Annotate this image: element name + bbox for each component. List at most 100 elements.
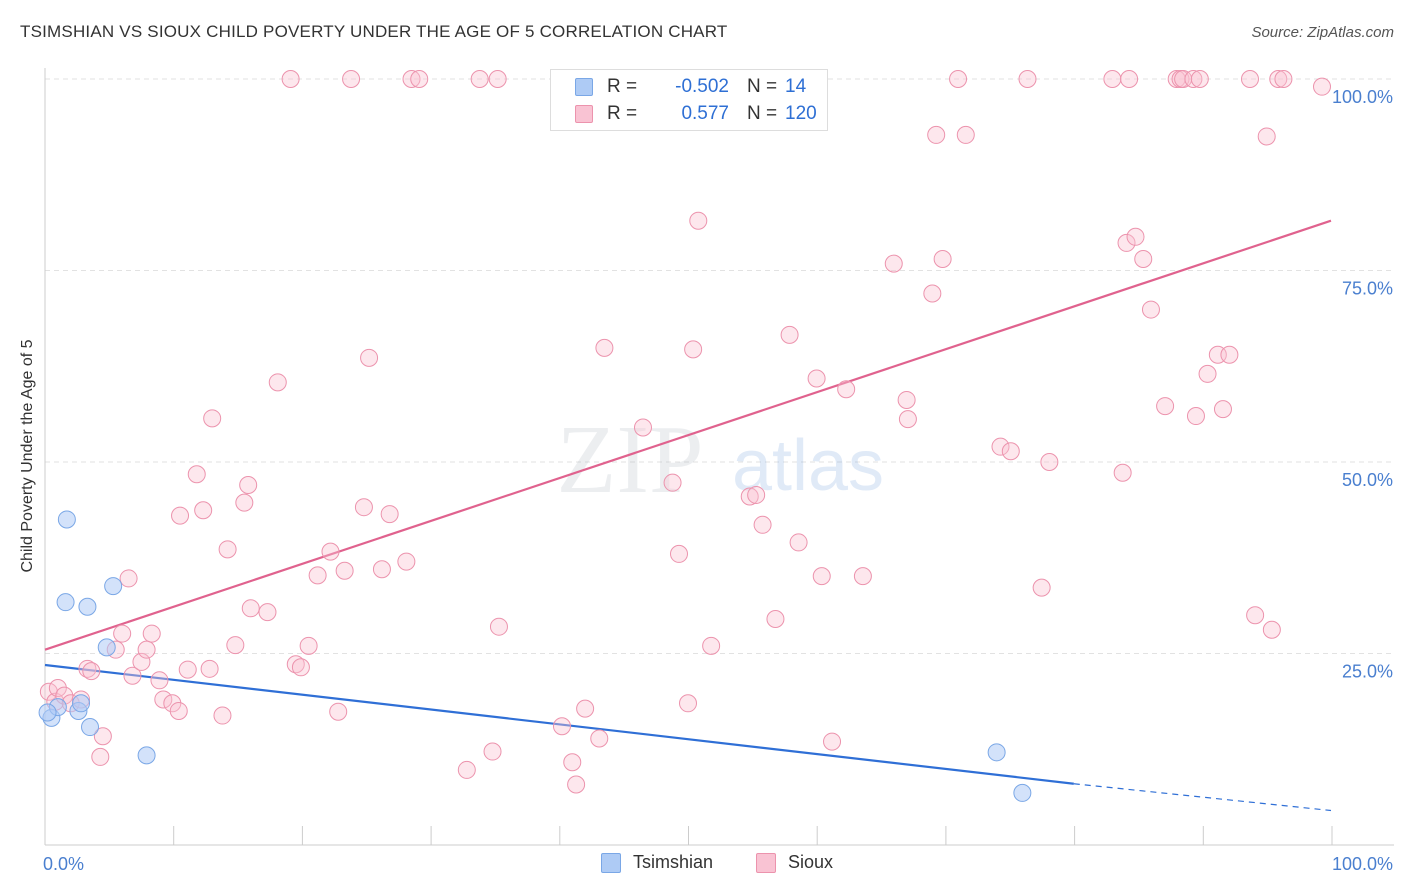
sioux-point (679, 694, 697, 713)
sioux-point (1274, 70, 1293, 88)
sioux-point (702, 636, 721, 655)
sioux-point (780, 325, 799, 344)
sioux-point (380, 505, 399, 524)
sioux-point (933, 250, 952, 269)
sioux-point (669, 544, 688, 563)
data-points (38, 70, 1331, 802)
sioux-point (1246, 606, 1265, 625)
gridlines (45, 78, 1394, 654)
sioux-point (488, 70, 507, 88)
legend-row-tsimshian: R = -0.502 N = 14 (575, 75, 806, 99)
sioux-point (1186, 407, 1205, 426)
sioux-point (194, 501, 213, 520)
y-tick-label: 50.0% (1342, 470, 1393, 490)
sioux-point (823, 732, 842, 751)
sioux-point (239, 475, 258, 494)
bottom-legend-label: Sioux (788, 852, 834, 872)
sioux-point (235, 493, 254, 512)
sioux-point (39, 682, 58, 701)
sioux-point (1240, 70, 1259, 88)
sioux-point (258, 603, 277, 622)
sioux-point (884, 254, 903, 273)
x-tick-label: 0.0% (43, 854, 84, 874)
sioux-point (576, 699, 595, 718)
tsimshian-point (104, 577, 123, 596)
legend-swatch-sioux (575, 105, 593, 123)
sioux-point (163, 694, 182, 713)
sioux-point (837, 380, 856, 399)
watermark-zip: ZIP (557, 406, 704, 514)
sioux-point (291, 658, 310, 677)
sioux-point (321, 542, 340, 561)
sioux-point (897, 390, 916, 409)
y-tick-label: 25.0% (1342, 662, 1393, 682)
sioux-point (1257, 127, 1276, 146)
tsimshian-trend-line (44, 663, 1074, 785)
sioux-point (590, 729, 609, 748)
sioux-point (1032, 578, 1051, 597)
sioux-point (402, 70, 421, 88)
tsimshian-point (97, 638, 116, 657)
legend-n-value: 120 (785, 103, 817, 124)
sioux-point (360, 348, 379, 367)
sioux-point (807, 369, 826, 388)
legend-n-value: 14 (785, 76, 807, 97)
sioux-point (113, 624, 132, 643)
sioux-point (342, 70, 361, 88)
sioux-point (1117, 233, 1136, 252)
sioux-point (1184, 70, 1203, 88)
legend-r-value: -0.502 (675, 76, 729, 97)
sioux-point (923, 284, 942, 303)
tsimshian-point (137, 746, 156, 765)
legend-box: R = -0.502 N = 14 R = 0.577 N = 120 (550, 69, 828, 131)
sioux-point (218, 540, 237, 559)
sioux-point (470, 70, 489, 88)
sioux-point (567, 775, 586, 794)
sioux-point (812, 567, 831, 586)
sioux-point (563, 753, 582, 772)
tsimshian-point (57, 510, 76, 529)
sioux-point (200, 659, 219, 678)
sioux-point (286, 655, 305, 674)
legend-r-label: R = (607, 76, 638, 97)
sioux-point (1156, 397, 1175, 416)
axes (44, 68, 1394, 846)
sioux-point (740, 487, 759, 506)
legend-n-label: N = (747, 76, 778, 97)
sioux-point (171, 506, 190, 525)
tsimshian-point (72, 694, 91, 713)
sioux-point (633, 418, 652, 437)
sioux-point (1141, 300, 1160, 319)
source-label: Source: ZipAtlas.com (1251, 24, 1394, 41)
sioux-point (354, 498, 373, 517)
sioux-point (397, 552, 416, 571)
legend-n-label: N = (747, 103, 778, 124)
bottom-legend-label: Tsimshian (633, 852, 714, 872)
sioux-point (956, 125, 975, 144)
sioux-trend-line (44, 219, 1332, 651)
sioux-point (766, 610, 785, 629)
bottom-legend-tsimshian: Tsimshian (601, 852, 713, 873)
tsimshian-point (56, 593, 75, 612)
sioux-point (1262, 620, 1281, 639)
tsimshian-trend-extension (1073, 783, 1332, 812)
sioux-point (335, 561, 354, 580)
tsimshian-point (38, 703, 57, 722)
sioux-point (154, 690, 173, 709)
bottom-swatch-sioux (756, 852, 776, 873)
sioux-point (268, 373, 287, 392)
legend-swatch-tsimshian (575, 78, 593, 96)
tsimshian-point (78, 597, 97, 616)
sioux-point (595, 338, 614, 357)
sioux-point (308, 566, 327, 585)
sioux-point (853, 567, 872, 586)
sioux-point (1312, 77, 1331, 96)
sioux-point (1198, 364, 1217, 383)
sioux-point (93, 727, 112, 746)
legend-row-sioux: R = 0.577 N = 120 (575, 102, 817, 126)
sioux-point (898, 410, 917, 429)
tick-labels: 25.0% 50.0% 75.0% 100.0% 0.0% 100.0% (43, 87, 1393, 874)
sioux-point (169, 701, 188, 720)
sioux-point (241, 599, 260, 618)
x-tick-label: 100.0% (1332, 854, 1393, 874)
